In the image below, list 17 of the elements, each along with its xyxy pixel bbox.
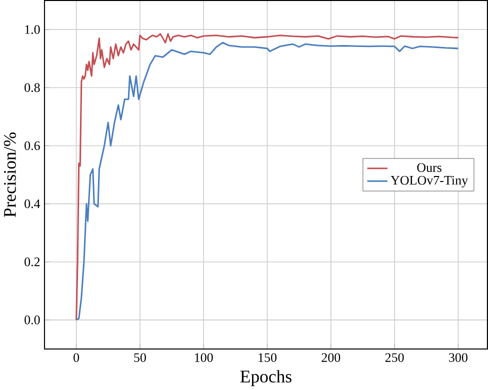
x-tick-label: 250 [385, 353, 404, 362]
y-tick-label: 0.8 [24, 83, 40, 92]
legend-label: YOLOv7-Tiny [390, 176, 468, 188]
x-tick-label: 150 [258, 353, 276, 362]
y-tick-label: 0.6 [24, 141, 40, 150]
y-tick-label: 0.2 [24, 257, 40, 266]
y-tick-label: 1.0 [25, 25, 40, 34]
y-tick-label: 0.4 [24, 199, 40, 208]
x-tick-label: 200 [322, 353, 340, 362]
x-tick-label: 100 [195, 353, 213, 362]
x-tick-label: 50 [134, 353, 146, 362]
x-tick-label: 300 [449, 353, 468, 362]
x-axis-title: Epochs [240, 370, 292, 386]
y-tick-label: 0.0 [24, 316, 40, 324]
legend-label: Ours [417, 163, 442, 172]
y-axis-title: Precision/% [4, 132, 16, 218]
x-tick-label: 0 [74, 353, 80, 362]
